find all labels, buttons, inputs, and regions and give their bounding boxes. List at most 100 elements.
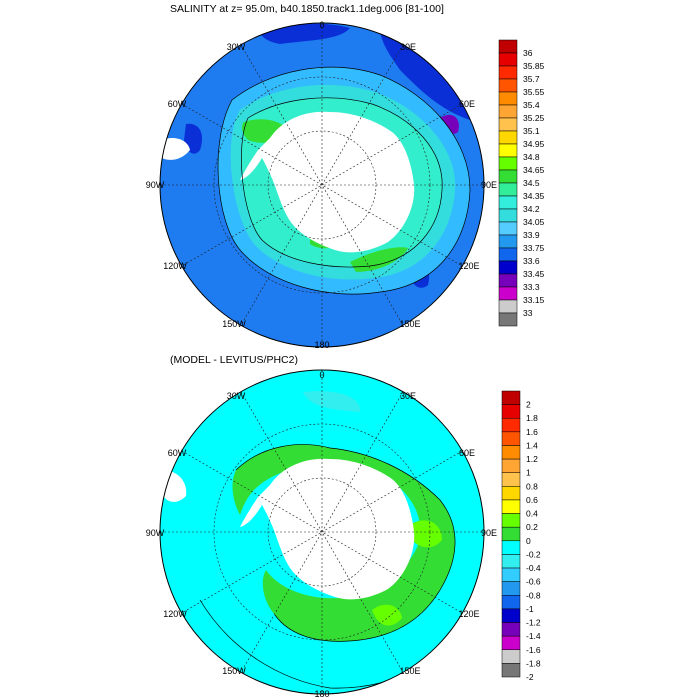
colorbar-swatch (501, 649, 521, 664)
negative-anomaly-north (303, 391, 361, 412)
colorbar-swatch (498, 91, 518, 106)
colorbar-swatch (498, 299, 518, 314)
antarctica-landmass (258, 111, 415, 253)
colorbar-swatch (501, 540, 521, 555)
colorbar-swatch (501, 595, 521, 610)
colorbar-tick-label: 1.2 (526, 454, 538, 464)
colorbar-swatch (501, 581, 521, 596)
colorbar-swatch (498, 273, 518, 288)
colorbar-tick-label: 1.8 (526, 413, 538, 423)
lon-label-0: 0 (319, 20, 324, 30)
lon-label-150w: 150W (222, 666, 246, 676)
difference-lon-labels: 0 30E 60E 90E 120E 150E 180 150W 120W 90… (146, 370, 497, 699)
low-salinity-band-atlantic (379, 23, 472, 120)
lon-label-120w: 120W (163, 609, 187, 619)
lon-label-150e: 150E (399, 319, 420, 329)
lon-label-0: 0 (319, 370, 324, 380)
colorbar-tick-label: 33.9 (523, 230, 540, 240)
lon-label-150e: 150E (399, 666, 420, 676)
colorbar-swatch (498, 260, 518, 275)
antarctic-peninsula (240, 150, 262, 180)
colorbar-swatch (501, 554, 521, 569)
colorbar-swatch (501, 458, 521, 473)
antarctic-peninsula (240, 497, 262, 527)
colorbar-tick-label: 33 (523, 308, 533, 318)
colorbar-tick-label: 0.8 (526, 481, 538, 491)
colorbar-tick-label: 0.6 (526, 495, 538, 505)
low-salinity-band-north (259, 23, 350, 44)
lon-label-180: 180 (314, 689, 329, 699)
positive-anomaly-pacific (372, 604, 402, 626)
difference-colorbar: 2 1.8 1.6 1.4 1.2 1 0.8 0.6 0.4 0.2 0 -0.2 -0.4 -0.6 -… (501, 390, 541, 682)
salinity-map-border (159, 22, 485, 348)
colorbar-tick-label: 2 (526, 400, 531, 410)
colorbar-swatch (498, 65, 518, 80)
colorbar-tick-label: 33.3 (523, 282, 540, 292)
colorbar-tick-label: -1.2 (526, 618, 541, 628)
colorbar-tick-label: 34.95 (523, 139, 545, 149)
colorbar-tick-label: 33.75 (523, 243, 545, 253)
colorbar-swatch (498, 312, 518, 327)
lon-label-120e: 120E (458, 261, 479, 271)
colorbar-tick-label: 34.35 (523, 191, 545, 201)
salinity-lon-labels: 0 30E 60E 90E 120E 150E 180 150W 120W 90… (146, 20, 497, 350)
colorbar-swatch (498, 78, 518, 93)
colorbar-swatch (501, 499, 521, 514)
colorbar-swatch (501, 390, 521, 405)
colorbar-swatch (498, 208, 518, 223)
colorbar-tick-label: 0.4 (526, 509, 538, 519)
salinity-map-graticule (160, 23, 484, 347)
colorbar-tick-label: 33.45 (523, 269, 545, 279)
lon-label-150w: 150W (222, 319, 246, 329)
colorbar-swatch (501, 445, 521, 460)
salinity-panel-title: SALINITY at z= 95.0m, b40.1850.track1.1d… (170, 3, 444, 15)
difference-map (160, 370, 484, 694)
colorbar-tick-label: 33.15 (523, 295, 545, 305)
antarctica-landmass (258, 458, 415, 600)
colorbar-tick-label: -1.4 (526, 631, 541, 641)
salinity-colorbar: 36 35.85 35.7 35.55 35.4 35.25 35.1 34.95 34.8 34… (498, 39, 545, 327)
colorbar-tick-label: 35.4 (523, 100, 540, 110)
colorbar-swatch (498, 234, 518, 249)
colorbar-tick-label: 34.5 (523, 178, 540, 188)
colorbar-swatch (498, 247, 518, 262)
lon-label-90e: 90E (481, 528, 497, 538)
colorbar-swatch (501, 663, 521, 678)
colorbar-swatch (498, 52, 518, 67)
colorbar-swatch (501, 608, 521, 623)
colorbar-tick-label: 1.6 (526, 427, 538, 437)
colorbar-tick-label: 35.55 (523, 87, 545, 97)
colorbar-swatch (501, 417, 521, 433)
colorbar-swatch (498, 156, 518, 171)
difference-map-border (159, 369, 485, 695)
colorbar-swatch (501, 472, 521, 487)
colorbar-swatch (501, 622, 521, 637)
lon-label-30e: 30E (400, 391, 416, 401)
colorbar-swatch (498, 286, 518, 301)
colorbar-tick-label: -1.6 (526, 645, 541, 655)
lon-label-30w: 30W (227, 391, 246, 401)
colorbar-tick-label: 34.05 (523, 217, 545, 227)
colorbar-tick-label: 35.7 (523, 74, 540, 84)
colorbar-swatch (498, 117, 518, 132)
colorbar-swatch (498, 39, 518, 54)
colorbar-tick-label: -2 (526, 672, 534, 682)
colorbar-tick-label: -0.4 (526, 563, 541, 573)
colorbar-swatch (498, 221, 518, 236)
colorbar-swatch (501, 431, 521, 446)
colorbar-tick-label: 33.6 (523, 256, 540, 266)
lon-label-60w: 60W (168, 99, 187, 109)
difference-panel-title: (MODEL - LEVITUS/PHC2) (170, 354, 298, 366)
colorbar-swatch (498, 104, 518, 119)
colorbar-tick-label: -0.2 (526, 549, 541, 559)
colorbar-swatch (498, 143, 518, 158)
colorbar-tick-label: -0.6 (526, 577, 541, 587)
colorbar-swatch (501, 567, 521, 582)
lon-label-90e: 90E (481, 180, 497, 190)
colorbar-tick-label: -1.8 (526, 658, 541, 668)
colorbar-tick-label: 34.2 (523, 204, 540, 214)
colorbar-tick-label: 35.1 (523, 126, 540, 136)
colorbar-swatch (501, 513, 521, 528)
lon-label-60e: 60E (459, 99, 475, 109)
